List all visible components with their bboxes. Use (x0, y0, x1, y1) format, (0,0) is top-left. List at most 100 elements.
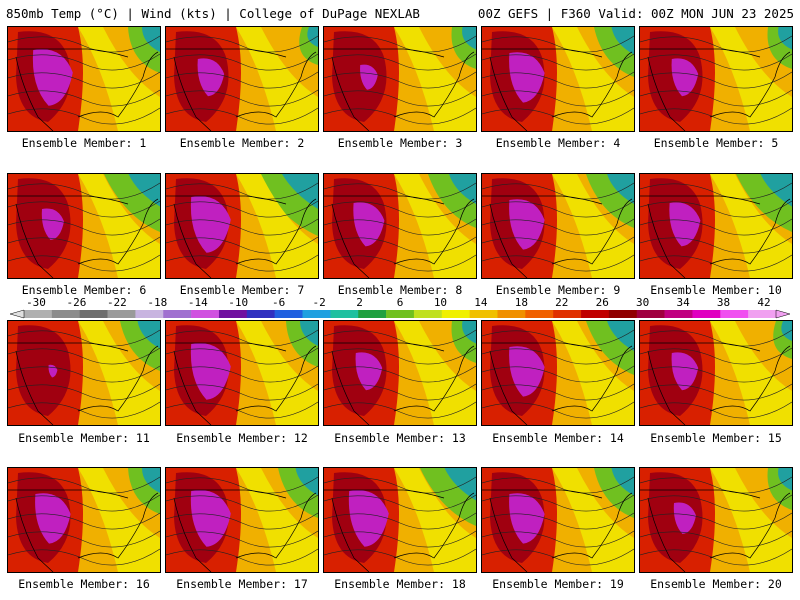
ensemble-panel (481, 26, 635, 132)
height-contour (482, 53, 634, 71)
extreme-heat-region (671, 352, 699, 391)
height-contour (482, 71, 634, 89)
height-contour (8, 401, 160, 419)
height-contour (482, 236, 634, 254)
coastline (489, 56, 528, 131)
ensemble-panel (323, 173, 477, 279)
coastline (235, 198, 317, 265)
mild-region (394, 468, 476, 572)
left-arrow-icon (10, 309, 25, 319)
height-contour (324, 200, 476, 218)
temperature-map (640, 27, 792, 131)
height-contour (8, 200, 160, 218)
border-line (8, 195, 129, 205)
height-contour (8, 53, 160, 71)
height-contour (8, 254, 160, 272)
height-contour (8, 329, 160, 347)
height-contour (482, 530, 634, 548)
colorbar-segment (191, 310, 220, 318)
height-contour (324, 329, 476, 347)
temperature-map (482, 174, 634, 278)
height-contour (324, 71, 476, 89)
colorbar-segment (692, 310, 721, 318)
height-contour (482, 182, 634, 200)
ensemble-panel (7, 173, 161, 279)
colorbar-segment (525, 310, 554, 318)
cold-region (300, 321, 318, 346)
colorbar-tick-label: -18 (147, 296, 168, 309)
colorbar-segment (386, 310, 415, 318)
coastline (551, 51, 633, 118)
height-contour (8, 71, 160, 89)
panel-caption: Ensemble Member: 11 (18, 431, 150, 445)
coastline (393, 345, 475, 412)
height-contour (166, 218, 318, 236)
height-contour (324, 35, 476, 53)
cold-region (307, 27, 318, 47)
height-contour (166, 71, 318, 89)
colorbar-segment (636, 310, 665, 318)
extreme-heat-region (509, 199, 545, 250)
height-contour (324, 347, 476, 365)
cold-region (444, 468, 476, 501)
panel-caption: Ensemble Member: 4 (495, 136, 621, 150)
extreme-heat-region (671, 58, 699, 97)
height-contour (324, 236, 476, 254)
temperature-map (640, 321, 792, 425)
colorbar (10, 309, 790, 319)
height-contour (482, 548, 634, 566)
colorbar-segment (608, 310, 638, 318)
mild-region (552, 321, 634, 425)
cold-region (611, 468, 634, 496)
colorbar-segment (330, 310, 359, 318)
coastline (331, 203, 370, 278)
height-contour (324, 365, 476, 383)
height-contour (640, 365, 792, 383)
cold-region (607, 321, 634, 351)
height-contour (8, 35, 160, 53)
cold-region (142, 468, 160, 493)
colorbar-tick-label: -6 (272, 296, 286, 309)
temperature-map (8, 321, 160, 425)
height-contour (640, 53, 792, 71)
colorbar-tick-label: -22 (106, 296, 127, 309)
ensemble-panel (7, 467, 161, 573)
height-contour (8, 107, 160, 125)
height-contour (166, 548, 318, 566)
temperature-map (482, 321, 634, 425)
mild-region (552, 468, 634, 572)
cold-region (449, 174, 476, 204)
mild-region (394, 27, 476, 131)
colorbar-labels: -30 -26 -22 -18 -14 -10 -6 -2 2 6 10 14 18 22 26 30 34 38… (0, 296, 800, 309)
coastline (235, 345, 317, 412)
border-line (166, 195, 287, 205)
colorbar-segment (358, 310, 387, 318)
coastline (173, 350, 212, 425)
cold-region (611, 27, 634, 55)
temperature-map (482, 468, 634, 572)
height-contour (166, 53, 318, 71)
colorbar-segment (469, 310, 498, 318)
colorbar-tick-label: 42 (757, 296, 771, 309)
coastline (551, 198, 633, 265)
ensemble-panel (639, 467, 793, 573)
coastline (709, 492, 791, 559)
height-contour (482, 35, 634, 53)
panel-caption: Ensemble Member: 5 (653, 136, 779, 150)
colorbar-segment (664, 310, 693, 318)
cold-region (282, 174, 318, 209)
coastline (331, 350, 370, 425)
height-contour (324, 512, 476, 530)
temperature-map (640, 174, 792, 278)
height-contour (640, 35, 792, 53)
cold-region (128, 174, 160, 207)
height-contour (482, 218, 634, 236)
cold-region (781, 321, 792, 341)
ensemble-panel (481, 320, 635, 426)
extreme-heat-region (348, 490, 389, 547)
border-line (324, 48, 445, 58)
height-contour (640, 218, 792, 236)
coastline (15, 203, 54, 278)
coastline (489, 350, 528, 425)
border-line (324, 195, 445, 205)
